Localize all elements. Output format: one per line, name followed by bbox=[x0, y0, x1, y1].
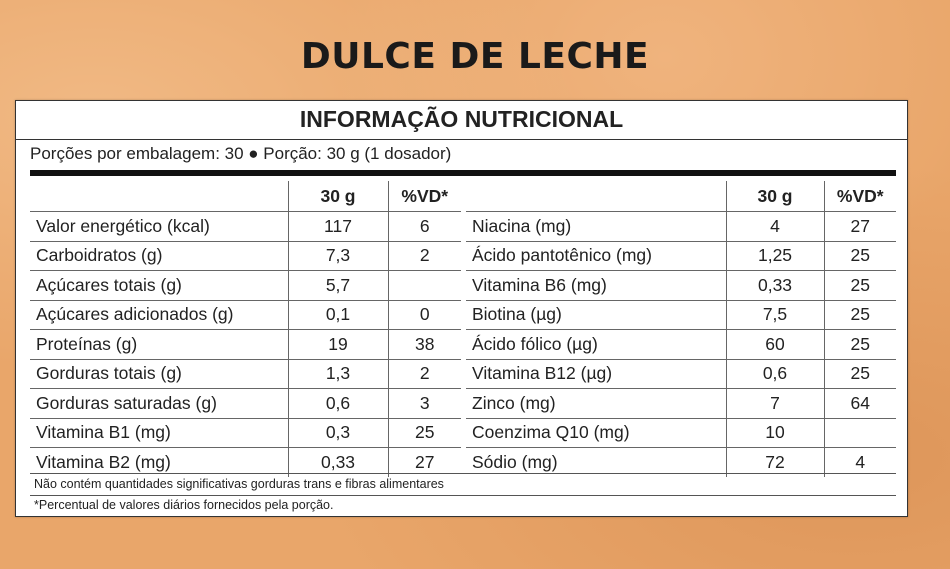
nutrient-name: Zinco (mg) bbox=[466, 388, 726, 419]
nutrient-amount: 0,1 bbox=[287, 300, 388, 330]
nutrient-amount: 1,3 bbox=[287, 359, 388, 389]
nutrient-amount: 7,5 bbox=[725, 300, 824, 330]
table-row: Niacina (mg) 4 27 bbox=[466, 211, 896, 242]
nutrient-dv: 27 bbox=[823, 211, 896, 242]
nutrient-name: Proteínas (g) bbox=[30, 329, 288, 360]
nutrient-name: Coenzima Q10 (mg) bbox=[466, 418, 726, 448]
nutrient-name: Sódio (mg) bbox=[472, 451, 558, 472]
divider bbox=[30, 473, 896, 474]
nutrient-dv: 2 bbox=[387, 359, 461, 389]
nutrient-name: Carboidratos (g) bbox=[30, 241, 288, 271]
header-amount: 30 g bbox=[725, 181, 824, 212]
table-row: Carboidratos (g) 7,3 2 bbox=[30, 241, 461, 271]
divider bbox=[30, 495, 896, 496]
table-row: Proteínas (g) 19 38 bbox=[30, 329, 461, 360]
nutrient-dv: 64 bbox=[823, 388, 896, 419]
nutrient-name: Vitamina B2 (mg) bbox=[36, 451, 171, 472]
nutrient-dv: 25 bbox=[823, 270, 896, 301]
nutrient-amount: 72 bbox=[725, 447, 824, 477]
nutrient-name: Ácido fólico (µg) bbox=[466, 329, 726, 360]
nutrient-name: Valor energético (kcal) bbox=[30, 211, 288, 242]
thick-divider bbox=[30, 170, 896, 176]
nutrient-name: Niacina (mg) bbox=[466, 211, 726, 242]
table-row: Açúcares totais (g) 5,7 bbox=[30, 270, 461, 301]
table-row: Vitamina B6 (mg) 0,33 25 bbox=[466, 270, 896, 301]
table-row: Açúcares adicionados (g) 0,1 0 bbox=[30, 300, 461, 330]
nutrient-amount: 4 bbox=[725, 211, 824, 242]
nutrient-dv: 25 bbox=[823, 300, 896, 330]
nutrient-dv bbox=[387, 270, 461, 301]
nutrient-dv: 27 bbox=[387, 447, 461, 477]
nutrient-name: Açúcares totais (g) bbox=[30, 270, 288, 301]
header-blank bbox=[30, 181, 288, 212]
nutrient-dv bbox=[823, 418, 896, 448]
nutrient-name: Gorduras saturadas (g) bbox=[30, 388, 288, 419]
table-header: 30 g %VD* bbox=[30, 181, 461, 212]
nutrient-dv: 3 bbox=[387, 388, 461, 419]
table-row: Gorduras saturadas (g) 0,6 3 bbox=[30, 388, 461, 419]
nutrient-name: Vitamina B1 (mg) bbox=[30, 418, 288, 448]
nutrient-amount: 0,33 bbox=[287, 447, 388, 477]
table-row: Zinco (mg) 7 64 bbox=[466, 388, 896, 419]
nutrient-amount: 60 bbox=[725, 329, 824, 360]
nutrient-amount: 7,3 bbox=[287, 241, 388, 271]
divider bbox=[16, 139, 907, 140]
table-row: Vitamina B2 (mg) 0,33 27 bbox=[30, 447, 461, 477]
nutrient-name: Açúcares adicionados (g) bbox=[30, 300, 288, 330]
nutrient-dv: 25 bbox=[823, 359, 896, 389]
nutrient-dv: 0 bbox=[387, 300, 461, 330]
nutrition-label: INFORMAÇÃO NUTRICIONAL Porções por embal… bbox=[15, 100, 908, 517]
nutrient-name: Vitamina B12 (µg) bbox=[466, 359, 726, 389]
nutrient-dv: 4 bbox=[823, 447, 896, 477]
nutrient-name: Gorduras totais (g) bbox=[30, 359, 288, 389]
nutrient-dv: 25 bbox=[823, 241, 896, 271]
portions-text: Porções por embalagem: 30 ● Porção: 30 g… bbox=[30, 144, 452, 163]
product-title: DULCE DE LECHE bbox=[300, 36, 650, 77]
table-row: Gorduras totais (g) 1,3 2 bbox=[30, 359, 461, 389]
header-dv: %VD* bbox=[387, 181, 461, 212]
nutrient-name: Ácido pantotênico (mg) bbox=[466, 241, 726, 271]
table-row: Ácido fólico (µg) 60 25 bbox=[466, 329, 896, 360]
footnote-trans-fat: Não contém quantidades significativas go… bbox=[34, 477, 444, 491]
footnote-dv: *Percentual de valores diários fornecido… bbox=[34, 498, 334, 512]
nutrient-name: Vitamina B6 (mg) bbox=[466, 270, 726, 301]
nutrient-amount: 19 bbox=[287, 329, 388, 360]
nutrient-amount: 5,7 bbox=[287, 270, 388, 301]
table-row: Vitamina B12 (µg) 0,6 25 bbox=[466, 359, 896, 389]
nutrient-amount: 10 bbox=[725, 418, 824, 448]
nutrition-table-left: 30 g %VD* Valor energético (kcal) 117 6 Car… bbox=[30, 181, 461, 477]
table-row: Sódio (mg) 72 4 bbox=[466, 447, 896, 477]
nutrient-name: Biotina (µg) bbox=[466, 300, 726, 330]
nutrient-dv: 6 bbox=[387, 211, 461, 242]
nutrient-amount: 0,6 bbox=[287, 388, 388, 419]
nutrient-dv: 2 bbox=[387, 241, 461, 271]
table-row: Ácido pantotênico (mg) 1,25 25 bbox=[466, 241, 896, 271]
nutrient-amount: 117 bbox=[287, 211, 388, 242]
nutrient-dv: 25 bbox=[387, 418, 461, 448]
label-title: INFORMAÇÃO NUTRICIONAL bbox=[299, 106, 624, 132]
table-row: Vitamina B1 (mg) 0,3 25 bbox=[30, 418, 461, 448]
header-blank bbox=[466, 181, 726, 212]
nutrient-amount: 0,33 bbox=[725, 270, 824, 301]
nutrient-amount: 0,3 bbox=[287, 418, 388, 448]
nutrient-amount: 0,6 bbox=[725, 359, 824, 389]
header-amount: 30 g bbox=[287, 181, 388, 212]
table-row: Biotina (µg) 7,5 25 bbox=[466, 300, 896, 330]
table-header: 30 g %VD* bbox=[466, 181, 896, 212]
table-row: Coenzima Q10 (mg) 10 bbox=[466, 418, 896, 448]
header-dv: %VD* bbox=[823, 181, 896, 212]
nutrient-amount: 7 bbox=[725, 388, 824, 419]
nutrient-dv: 38 bbox=[387, 329, 461, 360]
nutrition-table-right: 30 g %VD* Niacina (mg) 4 27 Ácido pantotêni… bbox=[466, 181, 896, 477]
table-row: Valor energético (kcal) 117 6 bbox=[30, 211, 461, 242]
nutrient-dv: 25 bbox=[823, 329, 896, 360]
nutrient-amount: 1,25 bbox=[725, 241, 824, 271]
